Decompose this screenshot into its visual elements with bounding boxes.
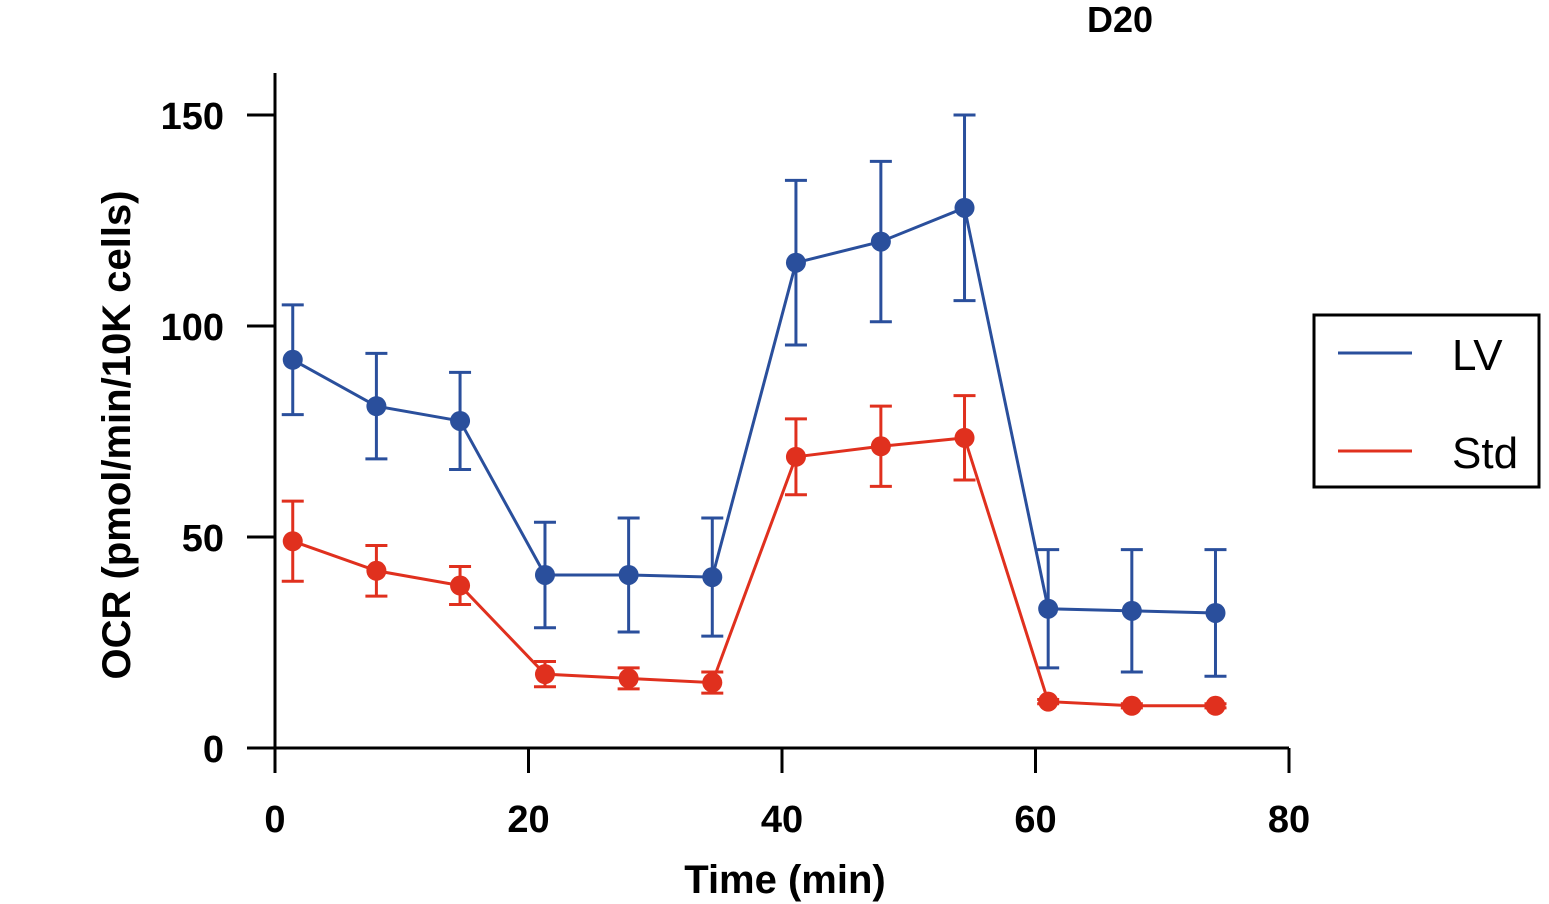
data-point-lv [702,567,723,588]
y-tick-label: 100 [161,307,224,349]
data-point-lv [450,410,471,431]
data-point-std [702,672,723,693]
y-tick-label: 150 [161,96,224,138]
data-point-lv [1038,598,1059,619]
data-point-std [1038,691,1059,712]
series-line-std [292,436,1216,708]
x-ticks: 0 20 40 60 80 [264,748,1310,841]
axes [273,73,1289,750]
data-point-std [1205,695,1226,716]
legend-label-std: Std [1452,429,1518,478]
data-point-std [870,436,891,457]
y-tick-label: 0 [203,729,224,771]
data-point-lv [1121,600,1142,621]
x-axis-title: Time (min) [684,858,886,902]
data-point-lv [282,349,303,370]
chart-title: D20 [1087,0,1153,40]
legend: LV Std [1312,313,1541,489]
data-point-std [534,664,555,685]
series-std [281,394,1227,716]
data-point-std [954,427,975,448]
data-point-std [1121,695,1142,716]
x-tick-label: 0 [264,799,285,841]
y-ticks: 0 50 100 150 [161,96,275,771]
x-tick-label: 80 [1268,799,1310,841]
legend-label-lv: LV [1452,331,1503,380]
data-point-lv [785,252,806,273]
x-tick-label: 60 [1014,799,1056,841]
data-point-lv [366,396,387,417]
data-point-std [282,531,303,552]
data-point-std [450,575,471,596]
data-point-std [785,446,806,467]
x-tick-label: 20 [507,799,549,841]
data-point-lv [870,231,891,252]
y-tick-label: 50 [182,518,224,560]
data-point-lv [1205,602,1226,623]
series-line-lv [292,205,1216,615]
data-point-lv [954,197,975,218]
data-point-std [366,560,387,581]
x-tick-label: 40 [761,799,803,841]
data-point-std [618,668,639,689]
y-axis-title: OCR (pmol/min/10K cells) [95,191,139,680]
legend-box [1312,313,1541,489]
series-lv [281,113,1227,678]
data-point-lv [534,564,555,585]
data-point-lv [618,564,639,585]
plot-area [281,113,1227,716]
